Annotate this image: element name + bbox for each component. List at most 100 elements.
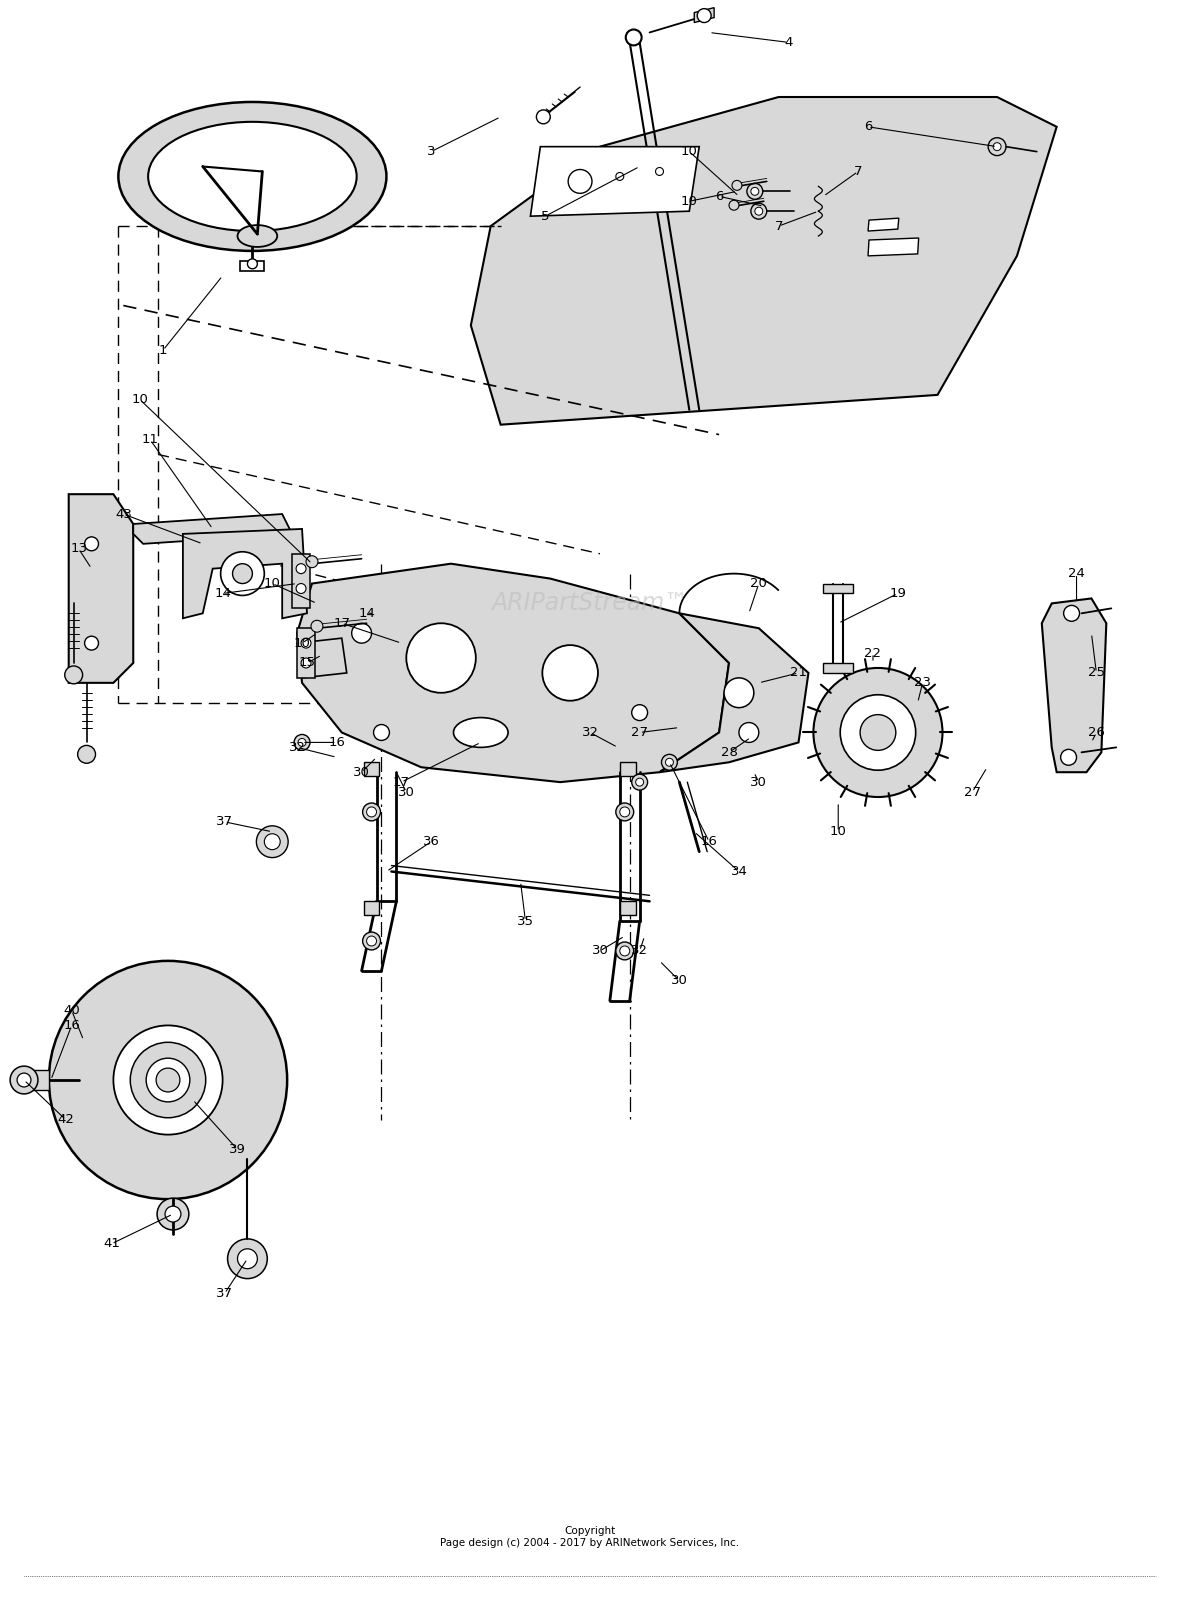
Text: 10: 10 bbox=[830, 825, 847, 838]
Polygon shape bbox=[694, 8, 714, 22]
Circle shape bbox=[1061, 750, 1076, 766]
Circle shape bbox=[367, 807, 376, 817]
Text: 7: 7 bbox=[854, 165, 863, 178]
Text: 16: 16 bbox=[64, 1019, 80, 1032]
Text: 10: 10 bbox=[681, 195, 697, 208]
Text: 5: 5 bbox=[542, 210, 550, 223]
Ellipse shape bbox=[237, 226, 277, 247]
Text: 17: 17 bbox=[393, 775, 409, 788]
Text: 32: 32 bbox=[582, 726, 598, 739]
Polygon shape bbox=[297, 564, 729, 782]
Circle shape bbox=[750, 187, 759, 195]
Text: 6: 6 bbox=[864, 120, 872, 133]
Text: 10: 10 bbox=[681, 146, 697, 159]
Text: 17: 17 bbox=[333, 617, 350, 630]
Circle shape bbox=[294, 734, 310, 750]
Circle shape bbox=[739, 723, 759, 742]
Polygon shape bbox=[620, 763, 636, 777]
Polygon shape bbox=[297, 628, 315, 678]
Text: 41: 41 bbox=[103, 1237, 120, 1250]
Text: 24: 24 bbox=[1068, 567, 1084, 580]
Circle shape bbox=[616, 942, 634, 960]
Circle shape bbox=[697, 8, 712, 22]
Text: 27: 27 bbox=[631, 726, 648, 739]
Text: 13: 13 bbox=[70, 543, 87, 556]
Circle shape bbox=[631, 774, 648, 790]
Polygon shape bbox=[868, 239, 919, 256]
Text: 39: 39 bbox=[229, 1142, 245, 1157]
Text: 40: 40 bbox=[64, 1004, 80, 1017]
Circle shape bbox=[537, 111, 550, 123]
Circle shape bbox=[620, 807, 630, 817]
Text: 10: 10 bbox=[294, 636, 310, 650]
Circle shape bbox=[662, 755, 677, 771]
Text: 37: 37 bbox=[216, 1286, 234, 1299]
Circle shape bbox=[256, 825, 288, 857]
Circle shape bbox=[732, 181, 742, 191]
Circle shape bbox=[78, 745, 96, 763]
Polygon shape bbox=[68, 493, 133, 682]
Circle shape bbox=[85, 636, 98, 650]
Circle shape bbox=[296, 564, 306, 574]
Circle shape bbox=[156, 1069, 179, 1093]
Circle shape bbox=[299, 739, 306, 747]
Polygon shape bbox=[30, 1070, 48, 1089]
Polygon shape bbox=[471, 98, 1056, 425]
Text: 30: 30 bbox=[398, 785, 414, 798]
Polygon shape bbox=[241, 261, 264, 271]
Circle shape bbox=[725, 678, 754, 708]
Text: 14: 14 bbox=[215, 586, 231, 601]
Polygon shape bbox=[531, 147, 700, 216]
Circle shape bbox=[1063, 606, 1080, 622]
Polygon shape bbox=[183, 529, 307, 618]
Text: 15: 15 bbox=[299, 657, 315, 670]
Text: 25: 25 bbox=[1088, 666, 1104, 679]
Text: 35: 35 bbox=[517, 915, 535, 928]
Circle shape bbox=[666, 758, 674, 766]
Circle shape bbox=[362, 803, 380, 820]
Text: 30: 30 bbox=[353, 766, 371, 779]
Text: 7: 7 bbox=[774, 219, 782, 232]
Circle shape bbox=[656, 168, 663, 176]
Circle shape bbox=[113, 1025, 223, 1134]
Text: 22: 22 bbox=[865, 647, 881, 660]
Text: 30: 30 bbox=[750, 775, 767, 788]
Text: 11: 11 bbox=[142, 433, 158, 445]
Circle shape bbox=[301, 638, 312, 649]
Polygon shape bbox=[363, 902, 380, 915]
Text: 42: 42 bbox=[58, 1113, 74, 1126]
Circle shape bbox=[367, 936, 376, 945]
Circle shape bbox=[813, 668, 943, 798]
Circle shape bbox=[636, 779, 643, 787]
Text: 27: 27 bbox=[964, 785, 981, 798]
Circle shape bbox=[165, 1206, 181, 1222]
Polygon shape bbox=[868, 218, 899, 231]
Circle shape bbox=[988, 138, 1007, 155]
Circle shape bbox=[17, 1073, 31, 1088]
Circle shape bbox=[221, 551, 264, 596]
Text: 10: 10 bbox=[264, 577, 281, 590]
Text: 10: 10 bbox=[132, 394, 149, 407]
Polygon shape bbox=[824, 583, 853, 593]
Circle shape bbox=[130, 1043, 205, 1118]
Text: 30: 30 bbox=[671, 974, 688, 987]
Circle shape bbox=[616, 173, 624, 181]
Text: 26: 26 bbox=[1088, 726, 1104, 739]
Text: 14: 14 bbox=[359, 607, 375, 620]
Text: 16: 16 bbox=[701, 835, 717, 847]
Circle shape bbox=[616, 803, 634, 820]
Ellipse shape bbox=[453, 718, 509, 748]
Text: 30: 30 bbox=[591, 945, 609, 958]
Circle shape bbox=[568, 170, 592, 194]
Circle shape bbox=[994, 143, 1001, 151]
Circle shape bbox=[306, 556, 317, 567]
Text: 34: 34 bbox=[730, 865, 747, 878]
Text: 16: 16 bbox=[328, 735, 346, 748]
Circle shape bbox=[296, 583, 306, 593]
Circle shape bbox=[48, 961, 287, 1200]
Polygon shape bbox=[660, 614, 808, 772]
Polygon shape bbox=[824, 663, 853, 673]
Circle shape bbox=[729, 200, 739, 210]
Polygon shape bbox=[363, 763, 380, 777]
Circle shape bbox=[625, 29, 642, 45]
